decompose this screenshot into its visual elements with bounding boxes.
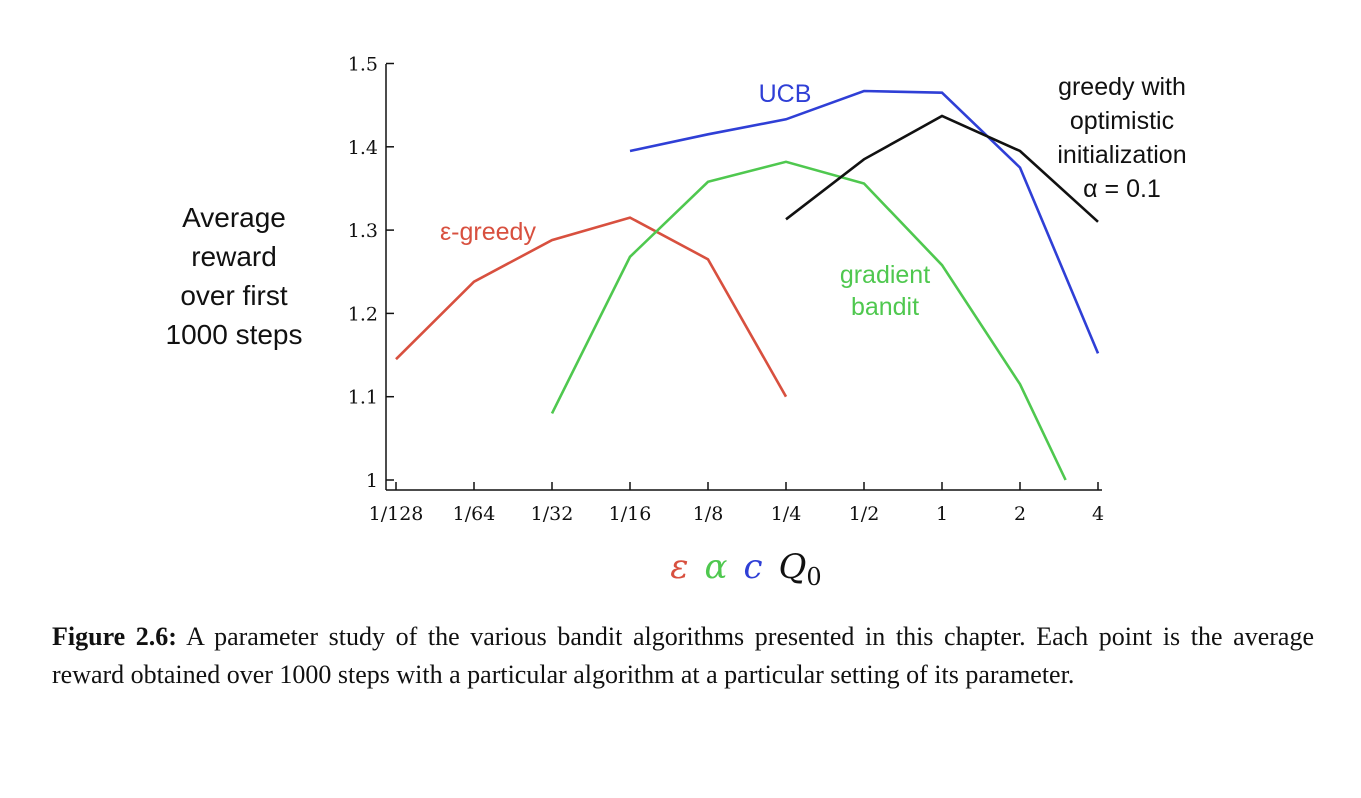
y-tick-label: 1.3	[348, 220, 378, 242]
x-tick-label: 1/8	[693, 503, 724, 525]
y-axis-label-text: Average reward over first 1000 steps	[166, 202, 303, 350]
x-tick-label: 4	[1092, 503, 1104, 525]
x-tick-label: 1/128	[369, 503, 424, 525]
x-tick-label: 1/2	[849, 503, 880, 525]
series-lines	[395, 89, 1100, 481]
y-tick-label: 1.4	[348, 137, 378, 159]
figure-caption-text: A parameter study of the various bandit …	[52, 622, 1314, 689]
x-tick-label: 2	[1014, 503, 1026, 525]
ucb-line	[629, 89, 1100, 354]
gradient-bandit-line	[550, 160, 1067, 481]
x-ticks: 1/128 1/64 1/32 1/16 1/8 1/4 1/2 1 2 4	[369, 482, 1104, 525]
figure-caption: Figure 2.6: A parameter study of the var…	[52, 618, 1314, 694]
optimistic-greedy-line	[785, 114, 1099, 223]
x-tick-label: 1/16	[609, 503, 652, 525]
parameter-study-chart: 1 1.1 1.2 1.3 1.4 1.5 1/128 1/64 1/32 1/16 1/8 1/4…	[166, 54, 1187, 592]
epsilon-greedy-line	[395, 216, 788, 398]
x-tick-label: 1/4	[771, 503, 802, 525]
y-axis-label: Average reward over first 1000 steps	[166, 202, 303, 350]
y-tick-label: 1	[366, 470, 378, 492]
epsilon-greedy-label: ε-greedy	[440, 218, 536, 246]
x-tick-label: 1/32	[531, 503, 574, 525]
ucb-label: UCB	[759, 80, 812, 108]
x-parameter-symbols: ε α c Q0	[670, 547, 821, 591]
y-tick-label: 1.2	[348, 303, 378, 325]
y-tick-label: 1.5	[348, 54, 378, 76]
gradient-bandit-label: gradient bandit	[840, 261, 930, 321]
y-ticks: 1 1.1 1.2 1.3 1.4 1.5	[348, 54, 394, 492]
optimistic-greedy-label: greedy with optimistic initialization α = 0…	[1057, 73, 1186, 203]
axes	[385, 64, 1102, 491]
series-labels: ε-greedy gradient bandit UCB greedy with opti…	[440, 73, 1187, 321]
y-tick-label: 1.1	[348, 387, 378, 409]
x-tick-label: 1	[936, 503, 948, 525]
x-tick-label: 1/64	[453, 503, 496, 525]
figure-label: Figure 2.6:	[52, 622, 177, 651]
